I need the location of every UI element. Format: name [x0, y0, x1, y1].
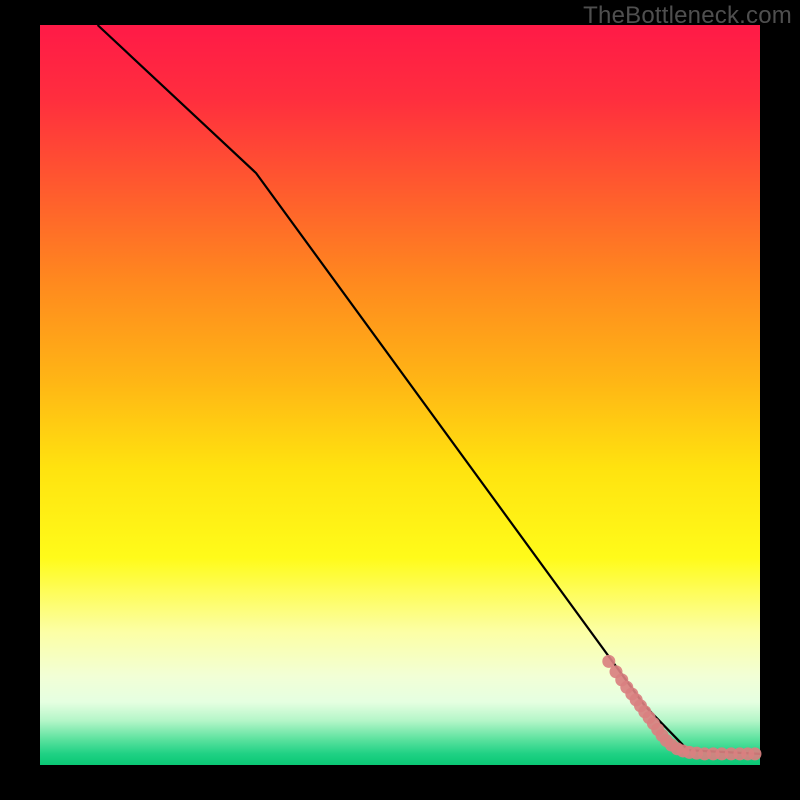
chart-marker [748, 747, 761, 760]
chart-svg [0, 0, 800, 800]
chart-stage: TheBottleneck.com [0, 0, 800, 800]
chart-plot-area [40, 25, 760, 765]
